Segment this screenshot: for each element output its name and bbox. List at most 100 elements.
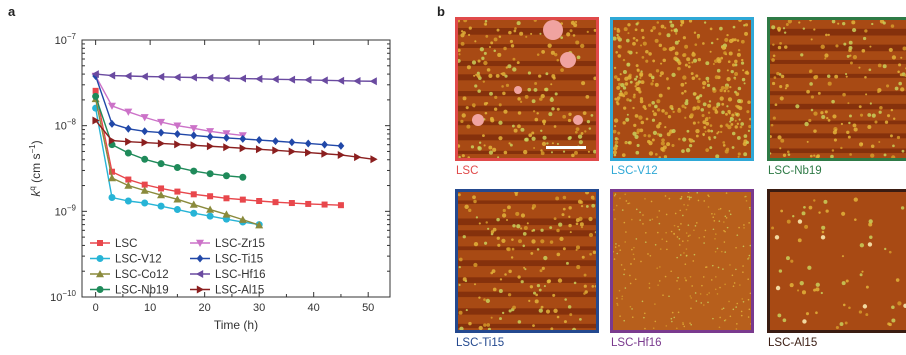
data-point-lsc-al15 xyxy=(206,142,215,151)
data-point-lsc-hf16 xyxy=(304,75,312,84)
legend-marker-lsc xyxy=(97,240,103,246)
data-point-lsc-v12 xyxy=(190,209,198,217)
data-point-lsc xyxy=(239,196,246,203)
data-point-lsc xyxy=(272,199,279,206)
data-point-lsc-hf16 xyxy=(336,76,345,85)
data-point-lsc-co12 xyxy=(107,173,116,182)
afm-image-lsc-nb19 xyxy=(767,17,906,161)
data-point-lsc-nb19 xyxy=(141,155,149,163)
data-point-lsc-v12 xyxy=(108,194,116,202)
series-line-lsc-ti15 xyxy=(94,75,341,147)
data-point-lsc-al15 xyxy=(157,139,166,148)
data-point-lsc-al15 xyxy=(125,137,133,146)
data-point-lsc-co12 xyxy=(140,186,149,194)
y-tick-label: 10−10 xyxy=(50,289,76,304)
data-point-lsc-hf16 xyxy=(189,73,197,82)
data-point-lsc-v12 xyxy=(206,212,214,220)
series-line-lsc-hf16 xyxy=(95,73,374,82)
data-point-lsc-al15 xyxy=(337,150,345,159)
data-point-lsc-nb19 xyxy=(222,172,230,180)
x-axis-label: Time (h) xyxy=(214,318,258,332)
legend-marker-lsc-nb19 xyxy=(96,286,104,293)
data-point-lsc xyxy=(174,188,181,195)
data-point-lsc-hf16 xyxy=(271,75,279,84)
x-tick-label: 0 xyxy=(93,302,99,314)
data-point-lsc-ti15 xyxy=(239,134,247,143)
y-tick-label: 10−9 xyxy=(55,203,77,218)
x-tick-label: 40 xyxy=(308,302,320,314)
data-point-lsc-hf16 xyxy=(91,70,99,79)
data-point-lsc-al15 xyxy=(92,116,100,125)
data-point-lsc xyxy=(158,185,165,192)
afm-label-lsc-al15: LSC-Al15 xyxy=(768,337,818,349)
panel-a-letter: a xyxy=(8,4,16,19)
panel-b-letter: b xyxy=(437,4,445,19)
data-point-lsc-ti15 xyxy=(173,129,181,138)
data-point-lsc xyxy=(256,198,263,205)
data-point-lsc-zr15 xyxy=(140,114,149,122)
data-point-lsc-v12 xyxy=(124,197,132,205)
x-tick-label: 10 xyxy=(144,302,156,314)
data-point-lsc-al15 xyxy=(141,138,149,147)
data-point-lsc-al15 xyxy=(223,143,231,152)
afm-label-lsc-hf16: LSC-Hf16 xyxy=(611,337,662,349)
data-point-lsc-al15 xyxy=(272,146,280,155)
data-point-lsc-co12 xyxy=(206,205,215,213)
data-point-lsc-hf16 xyxy=(157,72,165,81)
data-point-lsc-v12 xyxy=(173,206,181,214)
afm-label-lsc-v12: LSC-V12 xyxy=(611,165,658,177)
data-point-lsc-ti15 xyxy=(157,128,165,137)
data-point-lsc-zr15 xyxy=(173,122,182,130)
data-point-lsc-hf16 xyxy=(238,74,247,83)
data-point-lsc-ti15 xyxy=(304,139,312,148)
afm-image-lsc-hf16 xyxy=(610,189,754,333)
data-point-lsc-ti15 xyxy=(321,140,328,149)
data-point-lsc-al15 xyxy=(354,153,362,162)
data-point-lsc-hf16 xyxy=(320,76,328,85)
data-point-lsc xyxy=(288,200,295,207)
data-point-lsc-nb19 xyxy=(206,170,214,178)
legend-label-lsc: LSC xyxy=(115,238,137,250)
data-point-lsc-zr15 xyxy=(189,125,198,133)
data-point-lsc-ti15 xyxy=(141,127,149,136)
data-point-lsc-nb19 xyxy=(173,163,181,171)
series-line-lsc-zr15 xyxy=(95,75,243,137)
legend-label-lsc-co12: LSC-Co12 xyxy=(115,269,169,281)
data-point-lsc-ti15 xyxy=(108,119,116,128)
data-point-lsc-hf16 xyxy=(287,75,296,84)
data-point-lsc-hf16 xyxy=(222,74,230,83)
series-line-lsc-al15 xyxy=(95,120,374,160)
legend-label-lsc-al15: LSC-Al15 xyxy=(215,285,264,297)
data-point-lsc xyxy=(223,195,230,202)
data-point-lsc-nb19 xyxy=(239,173,247,181)
data-point-lsc-hf16 xyxy=(353,77,361,86)
legend-marker-lsc-al15 xyxy=(196,285,204,294)
data-point-lsc-co12 xyxy=(255,221,264,229)
y-tick-label: 10−7 xyxy=(55,32,77,47)
afm-label-lsc: LSC xyxy=(456,165,479,177)
data-point-lsc-hf16 xyxy=(369,77,377,86)
data-point-lsc-co12 xyxy=(189,200,198,208)
data-point-lsc-hf16 xyxy=(140,72,148,81)
data-point-lsc-al15 xyxy=(370,155,378,164)
data-point-lsc xyxy=(337,202,344,209)
legend-label-lsc-hf16: LSC-Hf16 xyxy=(215,269,266,281)
data-point-lsc-co12 xyxy=(124,181,133,189)
data-point-lsc-nb19 xyxy=(124,149,132,157)
afm-image-lsc-ti15 xyxy=(455,189,599,333)
data-point-lsc-zr15 xyxy=(124,108,133,116)
data-point-lsc-ti15 xyxy=(223,133,230,142)
x-tick-label: 20 xyxy=(199,302,211,314)
data-point-lsc-v12 xyxy=(157,202,165,210)
legend-label-lsc-ti15: LSC-Ti15 xyxy=(215,254,263,266)
data-point-lsc-v12 xyxy=(141,199,149,207)
data-point-lsc-co12 xyxy=(173,195,182,203)
scale-bar xyxy=(546,146,586,149)
data-point-lsc-ti15 xyxy=(272,137,279,146)
legend-marker-lsc-zr15 xyxy=(196,239,204,247)
data-point-lsc-ti15 xyxy=(190,131,198,140)
series-line-lsc xyxy=(94,90,341,206)
data-point-lsc xyxy=(321,201,328,208)
x-tick-label: 50 xyxy=(362,302,374,314)
data-point-lsc-al15 xyxy=(255,145,264,154)
